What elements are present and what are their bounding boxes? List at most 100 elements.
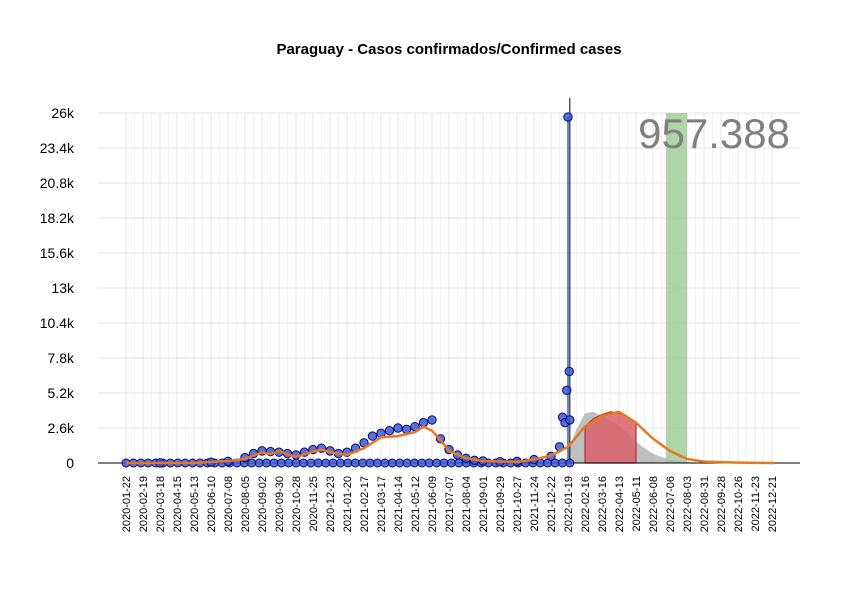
chart-title: Paraguay - Casos confirmados/Confirmed c… <box>276 41 621 58</box>
data-point-baseline <box>313 458 323 468</box>
x-tick-label: 2022-08-03 <box>682 476 694 532</box>
x-tick-label: 2021-09-01 <box>478 476 490 532</box>
data-point-baseline <box>365 458 375 468</box>
data-point-baseline <box>446 458 456 468</box>
data-point <box>565 415 575 425</box>
x-tick-label: 2021-11-24 <box>529 476 541 531</box>
x-tick-label: 2020-06-10 <box>206 476 218 532</box>
data-point-baseline <box>565 458 575 468</box>
x-tick-label: 2022-01-19 <box>563 476 575 532</box>
x-tick-label: 2022-05-11 <box>631 476 643 531</box>
x-tick-label: 2020-12-23 <box>325 476 337 532</box>
data-point-baseline <box>358 458 368 468</box>
x-tick-label: 2020-04-15 <box>172 476 184 532</box>
data-point-baseline <box>372 458 382 468</box>
x-tick-label: 2020-10-28 <box>291 476 303 532</box>
data-point-baseline <box>424 458 434 468</box>
data-point <box>367 431 378 441</box>
data-point-baseline <box>350 458 360 468</box>
data-point-baseline <box>395 458 405 468</box>
x-tick-label: 2021-10-27 <box>512 476 524 532</box>
x-tick-label: 2021-09-29 <box>495 476 507 532</box>
x-tick-label: 2022-02-16 <box>580 476 592 532</box>
x-tick-label: 2020-05-13 <box>189 476 201 532</box>
data-point-baseline <box>262 458 272 468</box>
x-tick-label: 2022-03-16 <box>597 476 609 532</box>
data-point-baseline <box>247 458 257 468</box>
data-point-baseline <box>291 458 301 468</box>
data-point-baseline <box>409 458 419 468</box>
data-point-baseline <box>439 458 449 468</box>
y-tick-label: 20.8k <box>40 175 75 191</box>
y-tick-label: 7.8k <box>48 350 75 366</box>
fitted-curve-layer <box>125 410 774 465</box>
y-tick-label: 23.4k <box>40 140 75 156</box>
x-tick-label: 2020-08-05 <box>240 476 252 532</box>
highlighted-period-area <box>584 411 637 464</box>
x-tick-label: 2021-08-04 <box>461 476 473 532</box>
x-tick-label: 2022-07-06 <box>665 476 677 532</box>
data-point-baseline <box>402 458 412 468</box>
shaded-regions <box>665 113 687 463</box>
data-point <box>562 385 572 396</box>
data-point-baseline <box>321 458 331 468</box>
x-tick-label: 2021-03-17 <box>376 476 388 532</box>
x-tick-label: 2021-02-17 <box>359 476 371 532</box>
data-point-baseline <box>276 458 286 468</box>
y-tick-label: 15.6k <box>40 245 75 261</box>
data-point-baseline <box>336 458 346 468</box>
x-tick-label: 2021-07-07 <box>444 476 456 532</box>
data-point-baseline <box>343 458 353 468</box>
data-point <box>427 415 437 425</box>
data-point <box>564 366 574 377</box>
x-tick-label: 2021-12-22 <box>546 476 558 532</box>
y-tick-label: 26k <box>51 105 75 121</box>
data-point-baseline <box>284 458 294 468</box>
x-tick-label: 2022-11-23 <box>750 476 762 531</box>
grid <box>98 112 800 464</box>
data-point <box>384 425 395 436</box>
x-tick-label: 2021-05-12 <box>410 476 422 532</box>
x-tick-label: 2020-02-19 <box>138 476 150 532</box>
data-point-baseline <box>387 458 397 468</box>
y-tick-label: 5.2k <box>48 385 75 401</box>
x-tick-label: 2022-10-26 <box>733 476 745 532</box>
x-tick-label: 2020-03-18 <box>155 476 167 532</box>
y-tick-label: 0 <box>66 455 74 471</box>
data-point <box>393 423 403 433</box>
x-tick-label: 2020-07-08 <box>223 476 235 532</box>
total-cases-number: 957.388 <box>638 110 790 157</box>
data-point-baseline <box>306 458 316 468</box>
x-tick-label: 2022-12-21 <box>767 476 779 532</box>
data-point-baseline <box>454 458 464 468</box>
x-tick-label: 2020-09-02 <box>257 476 269 532</box>
x-tick-label: 2022-09-28 <box>716 476 728 532</box>
data-point-baseline <box>417 458 427 468</box>
observed-points <box>121 112 575 468</box>
data-point-baseline <box>269 458 279 468</box>
y-tick-label: 18.2k <box>40 210 75 226</box>
x-tick-label: 2021-06-09 <box>427 476 439 532</box>
data-point-baseline <box>299 458 309 468</box>
x-tick-label: 2020-11-25 <box>308 476 320 531</box>
x-tick-labels: 2020-01-22 2020-02-19 2020-03-18 2020-04-15… <box>121 476 779 532</box>
x-tick-label: 2021-01-20 <box>342 476 354 532</box>
y-tick-label: 10.4k <box>40 315 75 331</box>
data-point-baseline <box>432 458 442 468</box>
x-tick-label: 2022-08-31 <box>699 476 711 532</box>
y-tick-label: 2.6k <box>48 420 75 436</box>
data-point-baseline <box>557 458 567 468</box>
x-tick-label: 2021-04-14 <box>393 476 405 532</box>
x-tick-label: 2022-04-13 <box>614 476 626 532</box>
projection-peak-band <box>665 113 687 463</box>
x-tick-label: 2020-01-22 <box>121 476 133 532</box>
data-point-baseline <box>380 458 390 468</box>
fitted-curve <box>125 410 774 465</box>
data-point <box>563 112 573 122</box>
y-tick-labels: 0 2.6k 5.2k 7.8k 10.4k 13k 15.6k 18.2k 20.8k 23.4… <box>40 105 75 471</box>
data-point-baseline <box>328 458 338 468</box>
x-tick-label: 2022-06-08 <box>648 476 660 532</box>
y-tick-label: 13k <box>51 280 75 296</box>
x-tick-label: 2020-09-30 <box>274 476 286 532</box>
